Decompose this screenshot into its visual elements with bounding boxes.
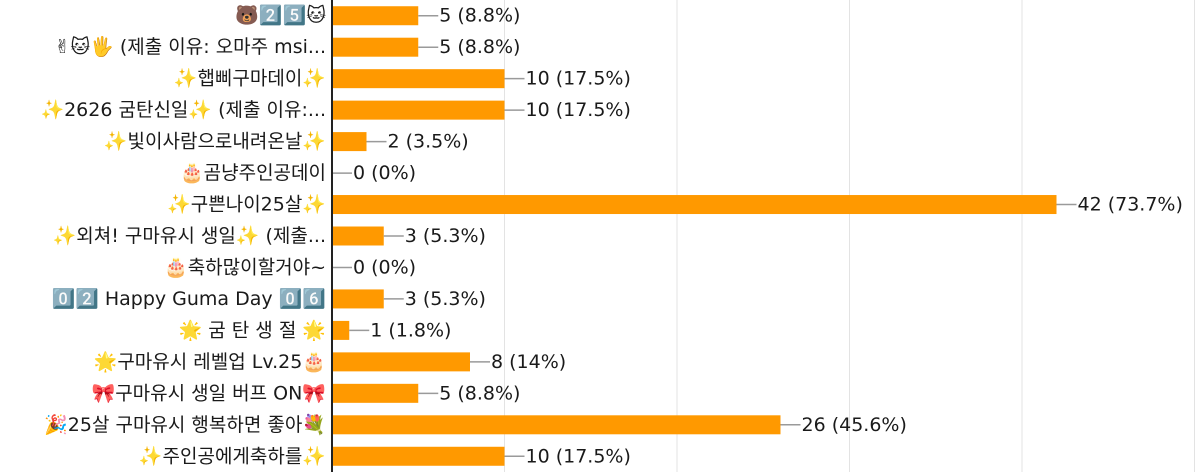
bar — [332, 415, 781, 435]
category-label: 🎂축하많이할거야~ — [164, 255, 326, 278]
data-label: 0 (0%) — [353, 256, 416, 278]
bar — [332, 226, 384, 246]
category-label: ✨구쁜나이25살✨ — [167, 194, 326, 216]
category-label: ✨햅삐구마데이✨ — [174, 68, 326, 90]
data-label: 1 (1.8%) — [370, 319, 451, 341]
bar — [332, 383, 419, 403]
category-label: ✨빛이사람으로내려온날✨ — [104, 131, 326, 153]
bar — [332, 320, 350, 340]
category-label: 🌟구마유시 레벨업 Lv.25🎂 — [94, 350, 326, 373]
category-label: ✌🐱🖐 (제출 이유: 오마주 msi... — [54, 35, 326, 59]
category-label: ✨주인공에게축하를✨ — [139, 445, 326, 467]
bar — [332, 289, 384, 309]
bar — [332, 37, 419, 57]
data-label: 42 (73.7%) — [1078, 194, 1183, 216]
bar — [332, 69, 505, 89]
category-label: ✨2626 굼탄신일✨ (제출 이유:... — [40, 99, 326, 121]
bar — [332, 446, 505, 466]
bars — [332, 6, 1057, 466]
data-label: 3 (5.3%) — [405, 288, 486, 310]
gridlines — [504, 0, 1195, 472]
labels: 🐻2️⃣5️⃣🐱 5 (8.8%) ✌🐱🖐 (제출 이유: 오마주 msi... 5 … — [40, 4, 1182, 468]
data-label: 26 (45.6%) — [802, 414, 907, 436]
category-label: ✨외쳐! 구마유시 생일✨ (제출... — [53, 225, 326, 247]
data-label: 2 (3.5%) — [388, 131, 469, 153]
bar — [332, 6, 419, 26]
category-label: 0️⃣2️⃣ Happy Guma Day 0️⃣6️⃣ — [51, 287, 326, 310]
data-label: 5 (8.8%) — [439, 382, 520, 404]
data-label: 10 (17.5%) — [526, 99, 631, 121]
bar — [332, 352, 470, 372]
data-label: 0 (0%) — [353, 162, 416, 184]
data-label: 10 (17.5%) — [526, 445, 631, 467]
category-label: 🎀구마유시 생일 버프 ON🎀 — [92, 382, 326, 404]
category-label: 🌟 굼 탄 생 절 🌟 — [179, 318, 326, 341]
bar — [332, 132, 367, 152]
category-label: 🎂곰냥주인공데이 — [180, 161, 326, 184]
data-label: 8 (14%) — [491, 351, 566, 373]
category-label: 🐻2️⃣5️⃣🐱 — [235, 4, 326, 27]
data-label: 5 (8.8%) — [439, 5, 520, 27]
data-label: 5 (8.8%) — [439, 36, 520, 58]
data-label: 10 (17.5%) — [526, 68, 631, 90]
bar — [332, 195, 1057, 215]
data-label: 3 (5.3%) — [405, 225, 486, 247]
category-label: 🎉25살 구마유시 행복하면 좋아💐 — [44, 413, 326, 436]
bar — [332, 100, 505, 120]
